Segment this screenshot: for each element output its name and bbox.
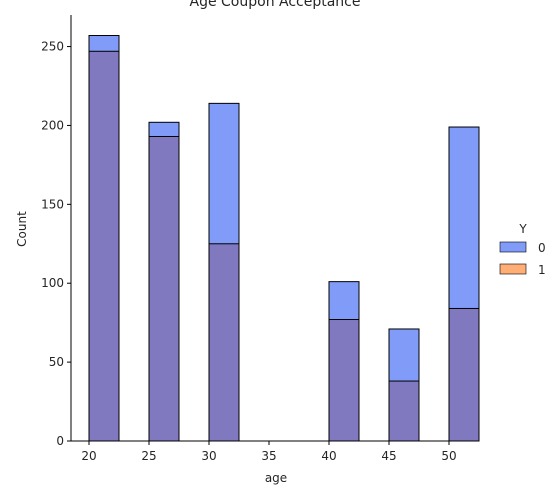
- legend-label-0: 0: [538, 241, 546, 255]
- y-tick-label: 0: [56, 434, 64, 448]
- y-tick-label: 250: [41, 40, 64, 54]
- y-tick-label: 200: [41, 118, 64, 132]
- bar-y1-30: [208, 243, 240, 442]
- x-tick-label: 45: [381, 449, 396, 463]
- x-tick-label: 25: [141, 449, 156, 463]
- chart-title: Age Coupon Acceptance: [190, 0, 361, 10]
- x-tick-label: 35: [261, 449, 276, 463]
- legend-title: Y: [518, 222, 527, 236]
- y-tick-label: 100: [41, 276, 64, 290]
- legend-swatch-0: [499, 241, 527, 253]
- x-tick-label: 30: [201, 449, 216, 463]
- bar-y1-40: [328, 319, 360, 442]
- x-tick-label: 40: [321, 449, 336, 463]
- y-tick-label: 50: [49, 355, 64, 369]
- bar-y1-45: [388, 380, 420, 442]
- bar-y1-25: [148, 135, 180, 442]
- x-axis-label: age: [265, 471, 287, 485]
- y-axis-ticks: 0 50 100 150 200 250: [41, 40, 71, 448]
- legend-swatch-1: [499, 263, 527, 275]
- bar-y1-20: [88, 50, 120, 442]
- x-tick-label: 20: [81, 449, 96, 463]
- bar-y1-50: [448, 307, 480, 442]
- x-tick-label: 50: [441, 449, 456, 463]
- y-axis-label: Count: [15, 211, 29, 247]
- y-tick-label: 150: [41, 197, 64, 211]
- legend: Y 0 1: [499, 222, 546, 277]
- legend-label-1: 1: [538, 263, 546, 277]
- bars-group: [88, 35, 480, 442]
- x-axis-ticks: 20 25 30 35 40 45 50: [81, 441, 457, 463]
